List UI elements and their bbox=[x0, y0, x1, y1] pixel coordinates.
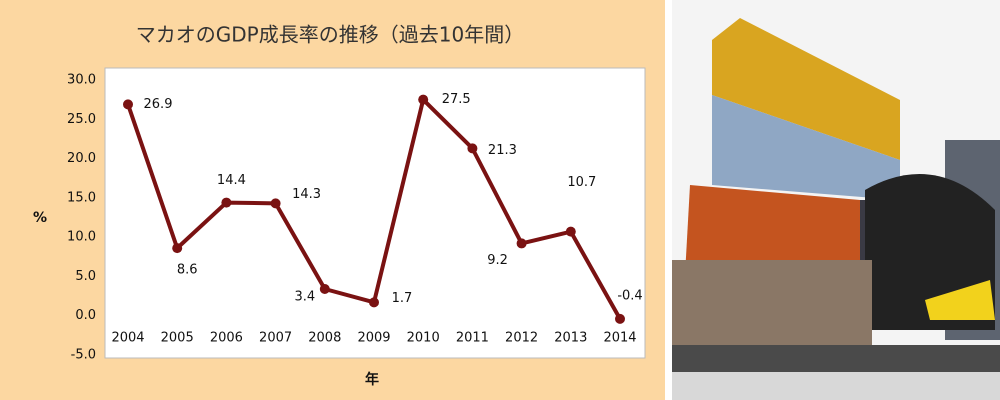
photo bbox=[672, 0, 1000, 400]
x-tick-label: 2006 bbox=[210, 331, 243, 346]
y-tick-label: 0.0 bbox=[75, 308, 96, 323]
data-point bbox=[221, 197, 232, 208]
x-tick-label: 2012 bbox=[505, 331, 538, 346]
data-point bbox=[319, 284, 330, 294]
y-tick-label: 5.0 bbox=[75, 269, 96, 284]
y-tick-label: 30.0 bbox=[67, 73, 96, 88]
data-point bbox=[467, 143, 478, 154]
data-point bbox=[565, 226, 576, 237]
x-tick-label: 2014 bbox=[603, 331, 636, 346]
x-tick-label: 2008 bbox=[308, 331, 341, 346]
data-point bbox=[516, 238, 527, 249]
data-point bbox=[615, 313, 625, 324]
data-label: 26.9 bbox=[144, 97, 173, 112]
x-tick-label: 2009 bbox=[357, 331, 390, 346]
data-label: 10.7 bbox=[567, 175, 596, 190]
x-axis-title: 年 bbox=[365, 371, 379, 388]
y-tick-label: 20.0 bbox=[67, 151, 96, 166]
x-tick-label: 2005 bbox=[161, 331, 194, 346]
x-tick-label: 2004 bbox=[111, 331, 144, 346]
x-tick-label: 2007 bbox=[259, 331, 292, 346]
data-label: 3.4 bbox=[294, 290, 315, 305]
data-label: 8.6 bbox=[177, 263, 198, 278]
data-point bbox=[270, 198, 281, 209]
data-point bbox=[123, 99, 133, 110]
x-tick-label: 2010 bbox=[407, 331, 440, 346]
y-tick-label: 10.0 bbox=[67, 230, 96, 245]
data-label: 1.7 bbox=[392, 291, 413, 306]
data-label: 14.3 bbox=[292, 187, 321, 202]
y-tick-label: 25.0 bbox=[67, 112, 96, 127]
plot-area bbox=[104, 67, 646, 359]
data-label: 27.5 bbox=[442, 92, 471, 107]
y-tick-label: 15.0 bbox=[67, 190, 96, 205]
chart-title: マカオのGDP成長率の推移（過去10年間） bbox=[136, 23, 524, 47]
data-point bbox=[418, 94, 429, 105]
x-tick-label: 2011 bbox=[456, 331, 489, 346]
y-tick-label: -5.0 bbox=[71, 348, 96, 363]
data-point bbox=[172, 243, 183, 254]
data-label: 21.3 bbox=[488, 143, 517, 158]
data-point bbox=[369, 297, 379, 308]
data-label: -0.4 bbox=[617, 288, 642, 303]
y-axis-title: % bbox=[33, 210, 47, 226]
x-tick-label: 2013 bbox=[554, 331, 587, 346]
data-label: 14.4 bbox=[217, 173, 246, 188]
data-label: 9.2 bbox=[487, 253, 508, 268]
